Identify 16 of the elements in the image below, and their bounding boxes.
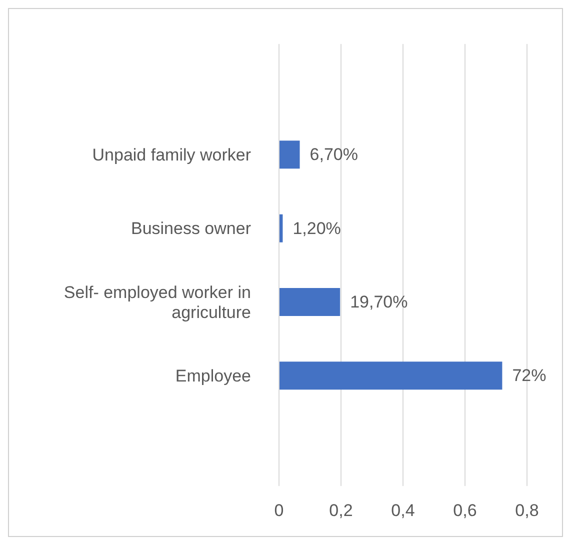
x-tick-label: 0,4 xyxy=(391,501,415,520)
y-tick-label: Self- employed worker in agriculture xyxy=(64,282,251,322)
y-tick-label: Employee xyxy=(175,366,251,385)
bar xyxy=(279,362,502,390)
x-tick-label: 0,6 xyxy=(453,501,477,520)
x-tick-label: 0,8 xyxy=(515,501,539,520)
y-tick-label: Business owner xyxy=(130,218,252,238)
bar xyxy=(279,288,340,316)
x-tick-label: 0 xyxy=(274,501,284,520)
y-tick-label: Unpaid family worker xyxy=(92,145,252,164)
data-label: 19,70% xyxy=(350,292,408,312)
data-label: 72% xyxy=(512,366,546,386)
data-label: 1,20% xyxy=(292,218,341,238)
x-tick-label: 0,2 xyxy=(329,501,353,520)
bar xyxy=(279,140,300,169)
data-label: 6,70% xyxy=(310,145,358,164)
